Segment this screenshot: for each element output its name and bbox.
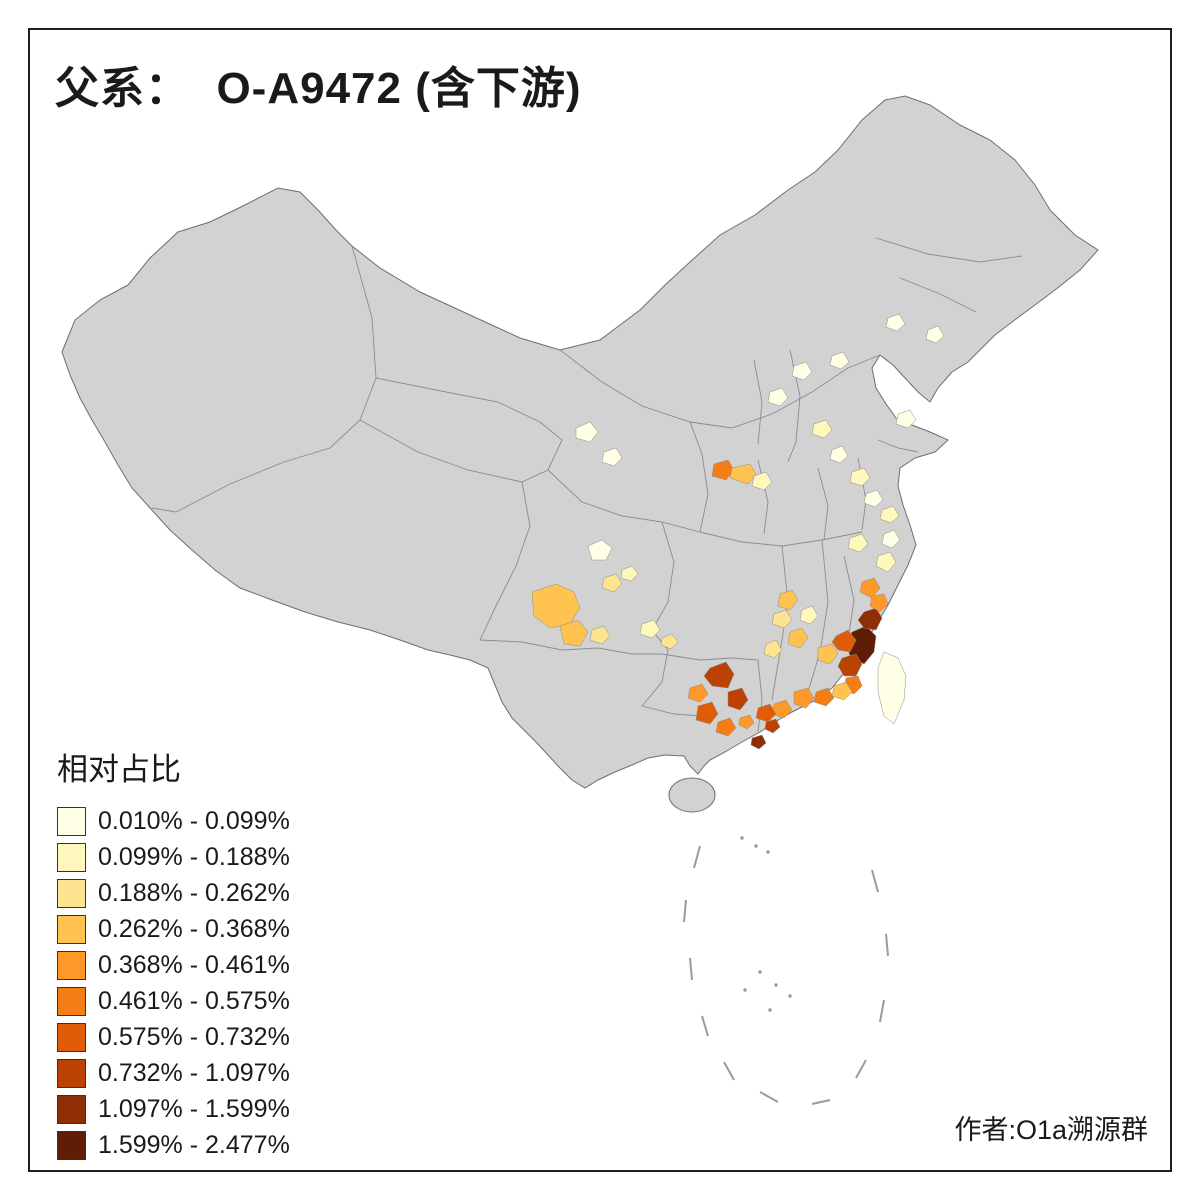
legend-label: 0.262% - 0.368% [98, 915, 290, 943]
hainan-island [668, 777, 716, 813]
taiwan-island [877, 651, 907, 725]
map-region-patch [869, 593, 889, 613]
map-region-patch [895, 409, 917, 429]
legend-swatch [57, 951, 86, 980]
page-title: 父系： O-A9472 (含下游) [55, 64, 582, 113]
map-region-patch [687, 683, 709, 703]
south-china-sea-dashes [683, 836, 889, 1105]
map-region-patch [755, 703, 777, 723]
map-region-patch [660, 633, 679, 650]
map-region-patch [817, 643, 839, 665]
legend-label: 0.461% - 0.575% [98, 987, 290, 1015]
map-region-patch [875, 551, 897, 573]
legend-item: 0.575% - 0.732% [57, 1023, 290, 1052]
map-region-patch [791, 361, 813, 381]
legend-label: 0.368% - 0.461% [98, 951, 290, 979]
map-region-patch [879, 505, 900, 524]
legend-item: 0.461% - 0.575% [57, 987, 290, 1016]
map-region-patch [831, 629, 857, 653]
legend-item: 0.010% - 0.099% [57, 807, 290, 836]
china-mainland-outline [61, 95, 1099, 789]
mainland-landmass [61, 95, 1099, 813]
legend-label: 0.099% - 0.188% [98, 843, 290, 871]
map-region-patch [813, 687, 835, 707]
legend-label: 1.097% - 1.599% [98, 1095, 290, 1123]
map-region-patch [863, 489, 884, 508]
map-region-patch [695, 701, 719, 725]
map-region-patch [859, 577, 881, 599]
legend-swatch [57, 1059, 86, 1088]
map-region-patch [601, 447, 623, 467]
legend-swatch [57, 987, 86, 1016]
map-region-patch [831, 681, 853, 701]
map-region-patch [763, 639, 783, 659]
legend-swatch [57, 843, 86, 872]
map-region-patch [620, 565, 639, 582]
legend-label: 1.599% - 2.477% [98, 1131, 290, 1159]
legend-item: 1.097% - 1.599% [57, 1095, 290, 1124]
map-region-patch [711, 459, 735, 481]
map-region-patch [811, 419, 833, 439]
map-region-patch [847, 533, 869, 553]
legend-item: 0.099% - 0.188% [57, 843, 290, 872]
map-region-patch [727, 687, 749, 711]
choropleth-patches [531, 313, 945, 750]
map-region-patch [829, 351, 850, 370]
legend-swatch [57, 879, 86, 908]
legend-swatch [57, 915, 86, 944]
map-region-patch [703, 661, 735, 689]
legend-title: 相对占比 [57, 752, 181, 787]
map-region-patch [777, 589, 799, 611]
legend-item: 1.599% - 2.477% [57, 1131, 290, 1160]
map-region-patch [715, 717, 737, 737]
map-region-patch [771, 609, 793, 629]
map-region-patch [751, 471, 773, 491]
legend-label: 0.010% - 0.099% [98, 807, 290, 835]
map-region-patch [729, 463, 757, 485]
map-region-patch [531, 583, 581, 629]
map-region-patch [829, 445, 849, 464]
map-region-patch [575, 421, 599, 443]
legend-item: 0.732% - 1.097% [57, 1059, 290, 1088]
map-region-patch [787, 627, 809, 649]
map-region-patch [793, 687, 815, 709]
legend-swatch [57, 1131, 86, 1160]
legend-item: 0.368% - 0.461% [57, 951, 290, 980]
map-region-patch [881, 529, 901, 549]
map-region-patch [589, 625, 611, 645]
map-region-patch [885, 313, 906, 332]
map-region-patch [767, 387, 789, 407]
map-region-patch [750, 734, 767, 750]
map-region-patch [587, 539, 613, 561]
legend-rows: 0.010% - 0.099% 0.099% - 0.188% 0.188% -… [57, 807, 290, 1160]
map-legend: 相对占比 0.010% - 0.099% 0.099% - 0.188% 0.1… [57, 744, 290, 1160]
legend-label: 0.575% - 0.732% [98, 1023, 290, 1051]
map-region-patch [925, 325, 945, 344]
legend-item: 0.262% - 0.368% [57, 915, 290, 944]
legend-swatch [57, 807, 86, 836]
legend-swatch [57, 1023, 86, 1052]
map-region-patch [799, 605, 819, 625]
legend-label: 0.188% - 0.262% [98, 879, 290, 907]
legend-item: 0.188% - 0.262% [57, 879, 290, 908]
legend-swatch [57, 1095, 86, 1124]
map-region-patch [738, 714, 755, 730]
map-region-patch [837, 653, 863, 677]
map-region-patch [849, 467, 871, 487]
map-region-patch [601, 573, 623, 593]
map-region-patch [559, 619, 589, 647]
legend-label: 0.732% - 1.097% [98, 1059, 290, 1087]
map-region-patch [764, 718, 781, 734]
author-credit: 作者:O1a溯源群 [954, 1115, 1148, 1145]
map-region-patch [639, 619, 661, 639]
